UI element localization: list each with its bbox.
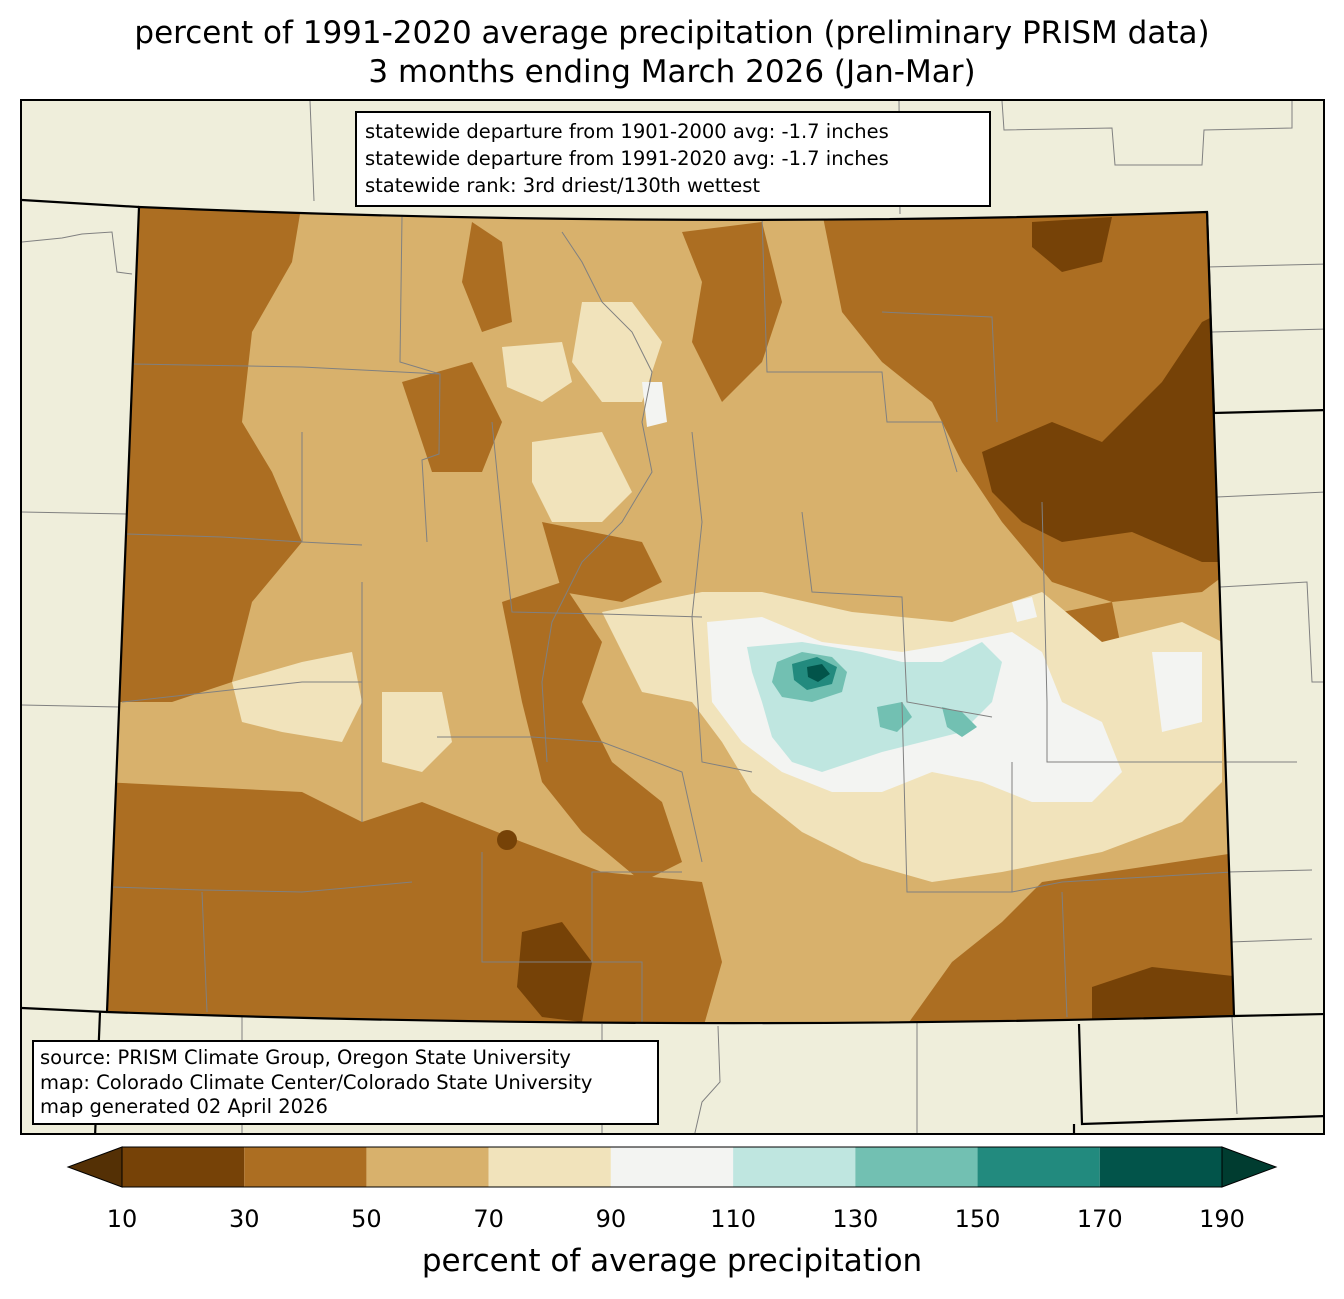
- colorbar-tick-label: 130: [832, 1205, 879, 1233]
- colorbar-segment: [733, 1147, 856, 1187]
- colorbar-tick-label: 110: [710, 1205, 757, 1233]
- county-lines: [111, 216, 1233, 1024]
- colorbar-segment: [244, 1147, 367, 1187]
- colorbar-tick-label: 10: [106, 1205, 138, 1233]
- colorbar-tick-label: 190: [1199, 1205, 1245, 1233]
- colorbar-segment: [1099, 1147, 1222, 1187]
- colorbar-segment: [122, 1147, 245, 1187]
- colorbar-segment: [488, 1147, 611, 1187]
- stats-line-3: statewide rank: 3rd driest/130th wettest: [365, 174, 761, 197]
- colorbar-outline: [121, 1146, 1223, 1188]
- colorbar-tick-label: 70: [473, 1205, 504, 1233]
- stats-line-2: statewide departure from 1991-2020 avg: …: [365, 147, 889, 170]
- colorbar-tick-label: 90: [595, 1205, 627, 1233]
- colorbar-tick-label: 170: [1076, 1205, 1123, 1233]
- colorbar-extend-over: [1221, 1146, 1278, 1188]
- precipitation-field: [107, 207, 1234, 1024]
- colorado-border: [105, 205, 1236, 1025]
- colorbar-tick-label: 50: [351, 1205, 382, 1233]
- band-170-190: [807, 664, 830, 682]
- colorbar-tick-label: 30: [228, 1205, 260, 1233]
- colorbar-segment: [610, 1147, 734, 1187]
- map-title-line1: percent of 1991-2020 average precipitati…: [134, 15, 1210, 51]
- colorbar: [66, 1146, 1278, 1188]
- colorbar-tick-label: 150: [954, 1205, 1001, 1233]
- source-line-3: map generated 02 April 2026: [40, 1095, 328, 1118]
- precipitation-map: [22, 101, 1323, 1133]
- source-line-2: map: Colorado Climate Center/Colorado St…: [40, 1070, 593, 1094]
- colorbar-segment: [366, 1147, 489, 1187]
- map-title-line2: 3 months ending March 2026 (Jan-Mar): [368, 54, 976, 90]
- map-panel: [20, 99, 1325, 1135]
- colorbar-label: percent of average precipitation: [421, 1243, 923, 1279]
- colorbar-extend-under: [66, 1146, 123, 1188]
- colorbar-segment: [977, 1147, 1100, 1187]
- stats-line-1: statewide departure from 1901-2000 avg: …: [365, 120, 889, 143]
- colorbar-segment: [855, 1147, 978, 1187]
- statewide-stats-box: statewide departure from 1901-2000 avg: …: [355, 111, 991, 207]
- band-10-30: [497, 217, 1234, 1024]
- source-box: source: PRISM Climate Group, Oregon Stat…: [32, 1040, 659, 1125]
- source-line-1: source: PRISM Climate Group, Oregon Stat…: [40, 1046, 571, 1069]
